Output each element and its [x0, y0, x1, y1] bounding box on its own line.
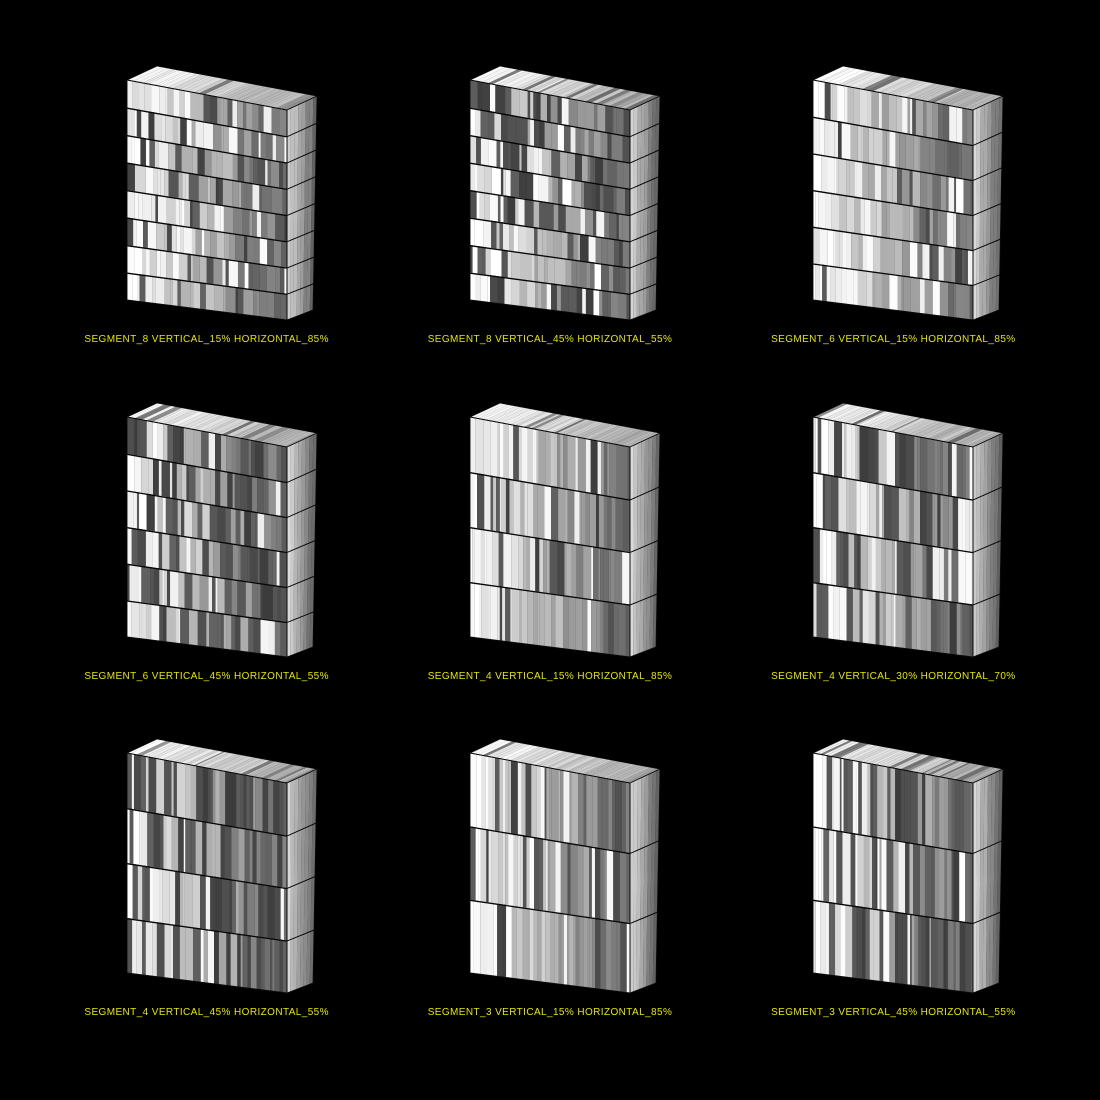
panel-grid: SEGMENT_8 VERTICAL_15% HORIZONTAL_85% SE… [0, 0, 1100, 1100]
panel-render [400, 397, 700, 667]
panel-label: SEGMENT_6 VERTICAL_45% HORIZONTAL_55% [84, 671, 329, 682]
panel-render [57, 733, 357, 1003]
panel-label: SEGMENT_8 VERTICAL_15% HORIZONTAL_85% [84, 334, 329, 345]
panel-label: SEGMENT_4 VERTICAL_30% HORIZONTAL_70% [771, 671, 1016, 682]
panel-render [743, 397, 1043, 667]
panel-cell: SEGMENT_4 VERTICAL_45% HORIZONTAL_55% [40, 733, 373, 1060]
panel-label: SEGMENT_8 VERTICAL_45% HORIZONTAL_55% [428, 334, 673, 345]
panel-cell: SEGMENT_6 VERTICAL_15% HORIZONTAL_85% [727, 60, 1060, 387]
panel-label: SEGMENT_3 VERTICAL_15% HORIZONTAL_85% [428, 1007, 673, 1018]
panel-cell: SEGMENT_4 VERTICAL_15% HORIZONTAL_85% [383, 397, 716, 724]
panel-label: SEGMENT_4 VERTICAL_15% HORIZONTAL_85% [428, 671, 673, 682]
panel-render [743, 733, 1043, 1003]
panel-render [57, 397, 357, 667]
panel-render [57, 60, 357, 330]
panel-render [400, 733, 700, 1003]
panel-cell: SEGMENT_3 VERTICAL_45% HORIZONTAL_55% [727, 733, 1060, 1060]
panel-cell: SEGMENT_4 VERTICAL_30% HORIZONTAL_70% [727, 397, 1060, 724]
panel-cell: SEGMENT_8 VERTICAL_45% HORIZONTAL_55% [383, 60, 716, 387]
panel-render [743, 60, 1043, 330]
panel-label: SEGMENT_6 VERTICAL_15% HORIZONTAL_85% [771, 334, 1016, 345]
panel-render [400, 60, 700, 330]
panel-label: SEGMENT_4 VERTICAL_45% HORIZONTAL_55% [84, 1007, 329, 1018]
panel-label: SEGMENT_3 VERTICAL_45% HORIZONTAL_55% [771, 1007, 1016, 1018]
panel-cell: SEGMENT_6 VERTICAL_45% HORIZONTAL_55% [40, 397, 373, 724]
panel-cell: SEGMENT_8 VERTICAL_15% HORIZONTAL_85% [40, 60, 373, 387]
panel-cell: SEGMENT_3 VERTICAL_15% HORIZONTAL_85% [383, 733, 716, 1060]
